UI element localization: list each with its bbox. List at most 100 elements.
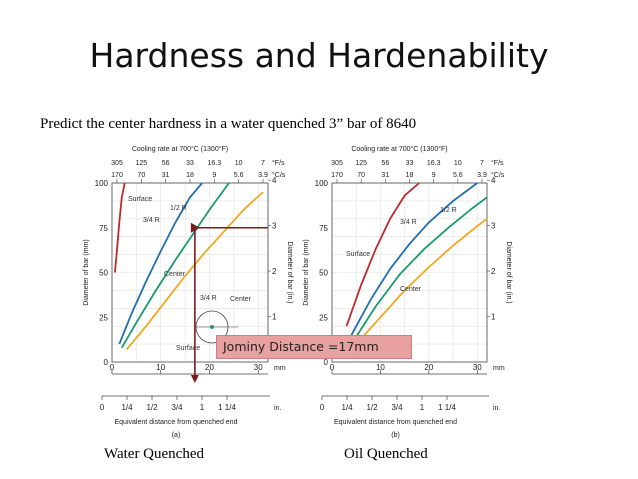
panel-a-y-tick-mm: 75 [99,224,108,233]
panel-a-y-tick-mm: 0 [104,358,109,367]
panel-b-top-tick-c: 5.6 [453,172,463,179]
panel-b-top-unit-c: °C/s [491,171,505,179]
panel-a-top-tick-c: 31 [162,172,170,179]
panel-a-series-line [118,182,203,345]
panel-a-curve-label: Surface [128,196,152,203]
panel-b-curve-label: Center [400,286,422,293]
panel-a-x-tick-in: 3/4 [171,403,183,412]
panel-a-curve-label: Surface [176,345,200,352]
panel-b-top-tick-c: 31 [381,172,389,179]
panel-a-y-tick-in: 4 [272,176,277,185]
panel-a-y-tick-in: 1 [272,313,277,322]
panel-b-y-tick-mm: 0 [324,358,329,367]
panel-a-x-tick-mm: 20 [205,363,214,372]
panel-a-x-tick-in: 0 [100,403,105,412]
problem-statement: Predict the center hardness in a water q… [40,116,417,132]
panel-a-top-tick-c: 3.9 [258,172,268,179]
panel-b-top-tick-c: 70 [357,172,365,179]
panel-b-y-tick-in: 2 [491,267,496,276]
panel-b-bottom-axis-title: Equivalent distance from quenched end [334,419,457,426]
panel-b-x-tick-in: 1 1/4 [438,403,456,412]
panel-b-y-tick-in: 4 [491,176,496,185]
panel-a-y-label-left: Diameter of bar (mm) [83,239,90,306]
panel-b-x-tick-in: 0 [320,403,325,412]
panel-a-panel-label: (a) [172,432,181,439]
panel-a-top-tick-c: 18 [186,172,194,179]
panel-b-x-tick-mm: 20 [424,363,433,372]
panel-a-curve-label: 3/4 R [143,217,160,224]
panel-b-top-tick-c: 18 [406,172,414,179]
panel-a-series-line [114,182,126,273]
panel-a-y-tick-in: 3 [272,222,277,231]
panel-a-y-tick-mm: 100 [95,179,109,188]
panel-b-curve-label: 3/4 R [400,219,417,226]
panel-a-top-tick-f: 10 [235,160,243,167]
panel-a-x-tick-mm: 10 [156,363,165,372]
panel-b-x-tick-in: 3/4 [391,403,403,412]
panel-a-top-tick-f: 125 [135,160,147,167]
panel-b-curve-label: 1/2 R [440,207,457,214]
panel-a-x-tick-mm: 0 [110,363,115,372]
panel-b-x-tick-in: 1/4 [341,403,353,412]
caption-water-quenched: Water Quenched [104,446,204,462]
panel-b-x-unit-in: in. [493,405,500,412]
panel-b-x-unit-mm: mm [493,365,505,372]
panel-b-x-tick-in: 1/2 [366,403,378,412]
panel-b-y-tick-in: 3 [491,222,496,231]
panel-b-x-tick-mm: 30 [473,363,482,372]
panel-b-x-tick-mm: 10 [376,363,385,372]
panel-b-y-tick-in: 1 [491,313,496,322]
panel-b-top-unit-f: °F/s [491,159,504,167]
slide-title: Hardness and Hardenability [89,36,549,75]
panel-b-top-tick-f: 56 [381,160,389,167]
panel-b-top-tick-f: 7 [480,160,484,167]
panel-b-curve-label: Surface [346,251,370,258]
panel-a-top-tick-c: 70 [137,172,145,179]
panel-b-y-tick-mm: 100 [315,179,329,188]
panel-b-series-line [350,182,478,336]
panel-a-top-tick-f: 33 [186,160,194,167]
guide-arrowhead-down [190,375,199,383]
panel-a-series-line [121,182,230,349]
panel-b-top-tick-c: 3.9 [477,172,487,179]
cross-section-center-mark [210,325,214,329]
panel-b-top-axis-title: Cooling rate at 700°C (1300°F) [351,145,447,153]
panel-a-top-unit-c: °C/s [272,171,286,179]
panel-a-curve-label: Center [164,271,186,278]
panel-b-top-tick-f: 125 [355,160,367,167]
panel-a-curve-label: Center [230,296,252,303]
panel-a-top-tick-f: 16.3 [208,160,222,167]
panel-b-x-tick-mm: 0 [330,363,335,372]
panel-b-top-tick-f: 33 [406,160,414,167]
panel-b-y-tick-mm: 50 [319,269,328,278]
panel-b-top-tick-c: 170 [331,172,343,179]
panel-a-top-tick-f: 305 [111,160,123,167]
panel-b-x-tick-in: 1 [420,403,425,412]
panel-b-y-tick-mm: 25 [319,313,328,322]
panel-a-top-tick-c: 9 [212,172,216,179]
panel-b-series-line [345,182,420,327]
panel-b-panel-label: (b) [391,432,400,439]
guide-arrowhead-corner [190,222,200,233]
panel-a-top-axis-title: Cooling rate at 700°C (1300°F) [132,145,228,153]
panel-b-series-line [353,196,488,341]
panel-b-series-line [355,218,488,345]
panel-a-x-tick-in: 1 [200,403,205,412]
panel-a-x-tick-mm: 30 [254,363,263,372]
panel-a-y-tick-mm: 50 [99,269,108,278]
panel-b-y-label-left: Diameter of bar (mm) [303,239,310,306]
panel-a-top-tick-c: 5.6 [234,172,244,179]
panel-a-x-tick-in: 1 1/4 [218,403,236,412]
caption-oil-quenched: Oil Quenched [344,446,428,462]
panel-a-curve-label: 1/2 R [170,205,187,212]
panel-a-top-tick-f: 56 [162,160,170,167]
panel-a-x-unit-in: in. [274,405,281,412]
panel-b-top-tick-f: 305 [331,160,343,167]
panel-a-x-tick-in: 1/4 [121,403,133,412]
panel-a-y-tick-mm: 25 [99,313,108,322]
panel-b-top-tick-c: 9 [432,172,436,179]
panel-a-bottom-axis-title: Equivalent distance from quenched end [115,419,238,426]
panel-a-top-tick-f: 7 [261,160,265,167]
